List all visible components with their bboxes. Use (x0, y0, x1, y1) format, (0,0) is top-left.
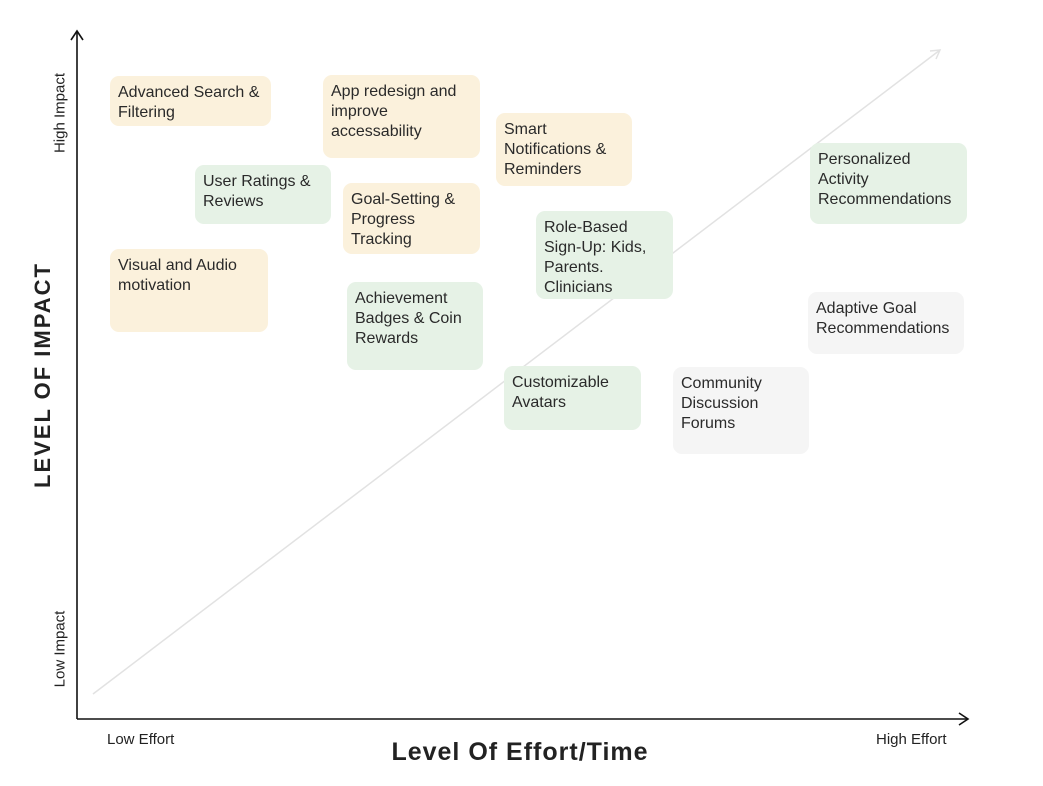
feature-card-advanced-search: Advanced Search & Filtering (110, 76, 271, 126)
diagonal-arrowhead (929, 49, 942, 60)
feature-card-visual-audio: Visual and Audio motivation (110, 249, 268, 332)
feature-card-app-redesign: App redesign and improve accessability (323, 75, 480, 158)
x-high-label: High Effort (876, 731, 947, 748)
feature-card-smart-notifications: Smart Notifications & Reminders (496, 113, 632, 186)
feature-card-role-based-signup: Role-Based Sign-Up: Kids, Parents. Clini… (536, 211, 673, 299)
feature-card-user-ratings: User Ratings & Reviews (195, 165, 331, 224)
y-axis-title: LEVEL OF IMPACT (30, 262, 55, 488)
y-high-label: High Impact (51, 72, 69, 154)
y-low-label: Low Impact (51, 610, 69, 688)
feature-card-adaptive-goal: Adaptive Goal Recommendations (808, 292, 964, 354)
x-axis-title: Level Of Effort/Time (391, 738, 649, 766)
feature-card-customizable-avatars: Customizable Avatars (504, 366, 641, 430)
feature-card-achievement-badges: Achievement Badges & Coin Rewards (347, 282, 483, 370)
x-low-label: Low Effort (107, 731, 175, 748)
feature-card-community-forums: Community Discussion Forums (673, 367, 809, 454)
feature-card-goal-setting: Goal-Setting & Progress Tracking (343, 183, 480, 254)
feature-card-personalized-activity: Personalized Activity Recommendations (810, 143, 967, 224)
y-axis-arrowhead (70, 29, 84, 41)
x-axis-arrowhead (958, 712, 970, 726)
